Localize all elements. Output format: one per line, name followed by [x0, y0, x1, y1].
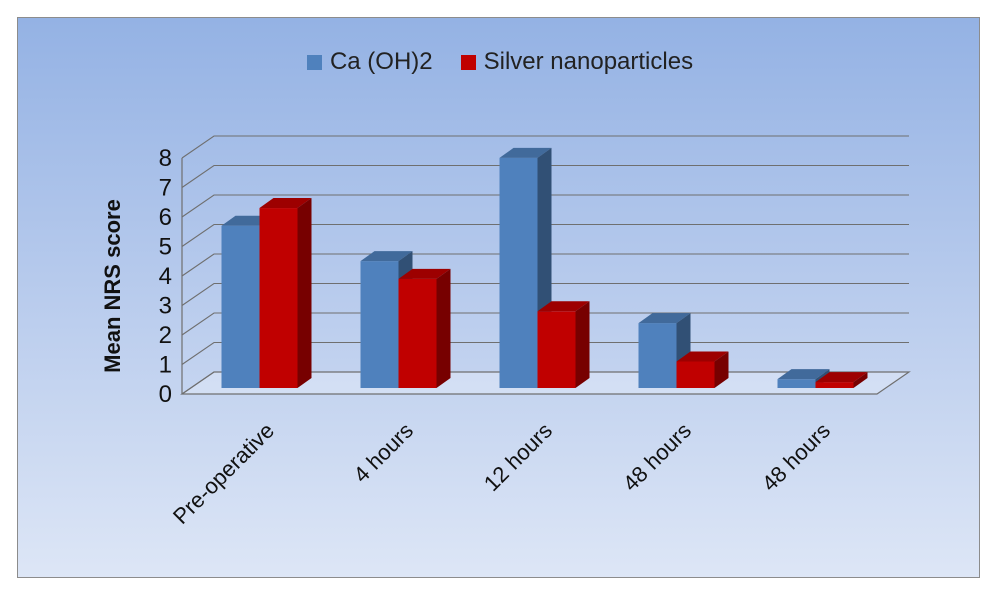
bar-front — [777, 379, 816, 388]
bar — [537, 301, 590, 388]
legend-swatch-series-2 — [460, 54, 476, 70]
bar-side — [297, 198, 312, 388]
y-tick-label: 1 — [159, 352, 172, 379]
y-tick-label: 0 — [159, 381, 172, 408]
y-tick-label: 5 — [159, 234, 172, 261]
bar-front — [815, 382, 854, 388]
y-axis-title: Mean NRS score — [100, 199, 125, 373]
bar-front — [398, 278, 437, 388]
bar-top — [815, 372, 868, 383]
y-tick-label: 8 — [159, 145, 172, 172]
bar-front — [676, 361, 715, 388]
legend-item-series-2: Silver nanoparticles — [460, 48, 694, 76]
gridline — [181, 223, 909, 247]
gridline — [181, 253, 909, 277]
bar — [259, 198, 312, 388]
gridline — [181, 312, 909, 336]
y-tick-label: 6 — [159, 204, 172, 231]
x-axis-ticks: Pre-operative 4 hours 12 hours 48 hours 48 h… — [168, 418, 835, 529]
legend-swatch-series-1 — [306, 54, 322, 70]
bar-side — [436, 268, 451, 388]
gridline — [181, 282, 909, 306]
chart-area — [17, 17, 980, 578]
y-tick-label: 3 — [159, 293, 172, 320]
bar-top — [777, 369, 830, 380]
bar-top — [259, 198, 312, 209]
x-tick-label: 12 hours — [479, 418, 557, 496]
bar-top — [676, 351, 729, 362]
bar — [815, 372, 868, 388]
bar-front — [259, 208, 298, 388]
y-tick-label: 4 — [159, 263, 172, 290]
legend: Ca (OH)2 Silver nanoparticles — [0, 48, 1000, 76]
bar-top — [537, 301, 590, 312]
x-tick-label: 4 hours — [348, 418, 418, 488]
x-tick-label: 48 hours — [757, 418, 835, 496]
bar-front — [360, 261, 399, 388]
bar-top — [398, 268, 451, 279]
bar-top — [638, 313, 691, 324]
bar-front — [499, 157, 538, 388]
x-tick-label: Pre-operative — [168, 418, 279, 529]
bars — [221, 147, 868, 388]
bar-front — [638, 323, 677, 388]
y-tick-label: 7 — [159, 175, 172, 202]
bar-front — [221, 225, 260, 388]
bar-front — [537, 311, 576, 388]
bar-side — [853, 372, 868, 388]
gridline — [181, 164, 909, 188]
gridline — [181, 194, 909, 218]
legend-label-series-1: Ca (OH)2 — [329, 48, 433, 75]
y-axis-ticks: 01 23 45 67 8 — [159, 145, 172, 408]
legend-label-series-2: Silver nanoparticles — [483, 48, 694, 75]
bar-top — [360, 251, 413, 262]
gridline — [181, 135, 909, 159]
bar-side — [575, 301, 590, 388]
bar-side — [714, 351, 729, 388]
bar — [676, 351, 729, 388]
y-tick-label: 2 — [159, 322, 172, 349]
legend-item-series-1: Ca (OH)2 — [306, 48, 433, 76]
bar-top — [499, 147, 552, 158]
x-tick-label: 48 hours — [618, 418, 696, 496]
bar — [398, 268, 451, 388]
